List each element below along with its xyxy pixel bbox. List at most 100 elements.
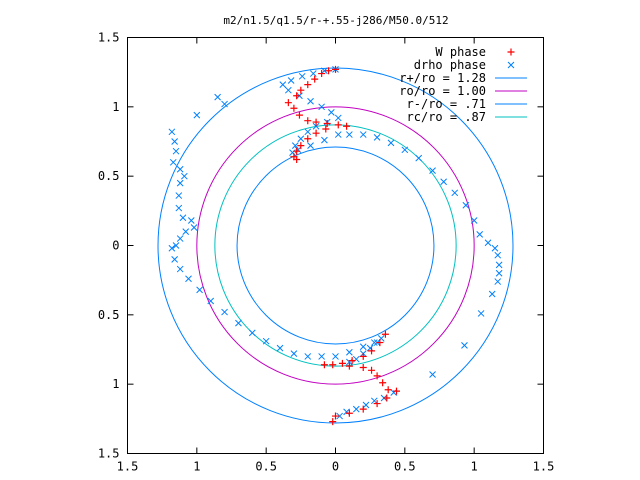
series-markers	[168, 65, 503, 426]
w-phase-point	[329, 418, 337, 426]
drho-phase-point	[312, 122, 320, 130]
drho-phase-point	[470, 217, 478, 224]
drho-phase-point	[294, 146, 302, 154]
drho-phase-point	[235, 319, 242, 327]
y-tick-label: 1	[112, 377, 119, 391]
x-tick-label: 1.5	[117, 460, 139, 474]
legend-label: r+/ro = 1.28	[399, 71, 486, 85]
drho-phase-point	[390, 389, 398, 396]
drho-phase-point	[304, 128, 312, 136]
drho-phase-point	[180, 172, 188, 180]
w-phase-point	[329, 361, 337, 369]
w-phase-point	[343, 122, 351, 130]
drho-phase-point	[370, 397, 378, 405]
drho-phase-point	[179, 214, 187, 222]
w-phase-point	[376, 339, 384, 347]
reference-circle	[196, 106, 475, 385]
drho-phase-point	[176, 265, 184, 273]
drho-phase-point	[221, 100, 228, 108]
w-phase-point	[345, 409, 353, 417]
x-tick-label: 1	[471, 460, 478, 474]
w-phase-point	[312, 129, 320, 137]
drho-phase-point	[187, 217, 195, 224]
w-phase-point	[290, 104, 298, 112]
w-phase-point	[320, 361, 328, 369]
drho-phase-point	[196, 286, 203, 294]
drho-phase-point	[359, 131, 367, 138]
drho-phase-point	[172, 242, 180, 249]
drho-phase-point	[477, 310, 485, 317]
x-tick-label: 1.5	[533, 460, 555, 474]
w-phase-point	[368, 366, 376, 374]
drho-phase-point	[352, 355, 360, 363]
w-phase-point	[304, 81, 312, 89]
drho-phase-point	[309, 70, 317, 77]
drho-phase-point	[488, 290, 496, 298]
reference-circle	[236, 146, 435, 345]
drho-phase-point	[343, 408, 350, 416]
drho-phase-point	[429, 167, 436, 174]
drho-phase-point	[214, 93, 221, 101]
y-tick-label: 1.5	[98, 447, 120, 461]
y-tick-label: 0.5	[98, 169, 120, 183]
drho-phase-point	[171, 256, 179, 263]
w-phase-point	[295, 111, 303, 119]
drho-phase-point	[287, 77, 295, 84]
drho-phase-point	[207, 297, 215, 305]
drho-phase-point	[176, 165, 184, 173]
w-phase-point	[373, 400, 381, 408]
drho-phase-point	[169, 158, 177, 166]
w-phase-point	[338, 359, 346, 367]
w-phase-point	[293, 92, 301, 100]
drho-phase-point	[298, 72, 306, 80]
x-tick-label: 0.5	[394, 460, 416, 474]
drho-phase-point	[307, 142, 314, 150]
w-phase-point	[384, 386, 392, 394]
reference-circle	[214, 124, 457, 367]
legend-label: rc/ro = .87	[407, 110, 486, 124]
drho-phase-point	[462, 201, 470, 209]
drho-phase-point	[401, 146, 409, 154]
axis-ticks	[127, 37, 544, 454]
drho-phase-point	[491, 244, 499, 252]
chart-title: m2/n1.5/q1.5/r-+.55-j286/M50.0/512	[223, 14, 448, 27]
w-phase-point	[284, 99, 292, 107]
legend-label: W phase	[435, 45, 486, 59]
w-phase-point	[312, 118, 320, 126]
drho-phase-point	[352, 405, 360, 413]
legend-label: drho phase	[414, 58, 486, 72]
drho-phase-point	[276, 344, 284, 352]
drho-phase-point	[332, 353, 339, 360]
drho-phase-point	[175, 192, 183, 199]
w-phase-point	[359, 352, 367, 360]
drho-phase-point	[362, 401, 370, 409]
w-phase-point	[373, 372, 381, 380]
drho-phase-point	[321, 136, 328, 144]
w-phase-point	[297, 86, 305, 94]
drho-phase-point	[334, 131, 342, 138]
w-phase-point	[368, 347, 376, 355]
drho-phase-point	[182, 228, 190, 235]
drho-phase-point	[373, 133, 381, 141]
y-tick-label: 0	[112, 239, 119, 253]
drho-phase-point	[171, 138, 179, 145]
w-phase-point	[325, 67, 333, 75]
drho-phase-point	[429, 371, 436, 378]
drho-phase-point	[494, 251, 502, 259]
w-phase-point	[318, 70, 326, 78]
drho-phase-point	[495, 269, 503, 277]
drho-phase-point	[193, 111, 201, 119]
drho-phase-point	[484, 239, 492, 247]
w-phase-point	[304, 117, 312, 125]
w-phase-point	[393, 387, 401, 395]
legend-plus-swatch	[507, 48, 515, 56]
w-phase-point	[323, 119, 331, 127]
w-phase-point	[359, 405, 367, 413]
w-phase-point	[345, 362, 353, 370]
drho-phase-point	[327, 109, 335, 116]
w-phase-point	[332, 65, 339, 73]
drho-phase-point	[346, 131, 353, 138]
w-phase-point	[334, 121, 342, 129]
drho-phase-point	[279, 81, 287, 89]
